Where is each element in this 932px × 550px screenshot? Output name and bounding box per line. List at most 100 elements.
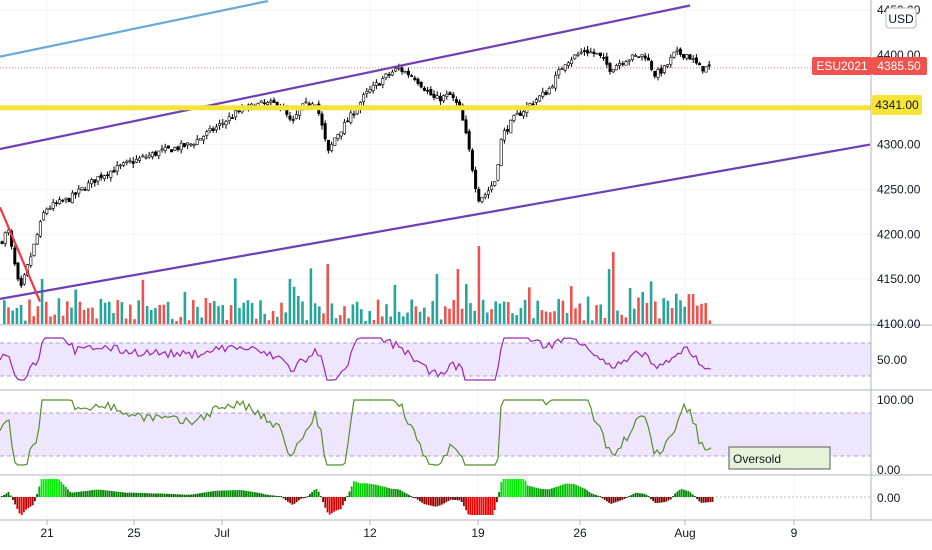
histogram-bar	[669, 497, 672, 500]
candle-body	[112, 170, 116, 173]
histogram-bar	[507, 479, 509, 497]
volume-bar	[24, 320, 27, 324]
volume-bar	[696, 305, 699, 324]
histogram-bar	[707, 497, 709, 503]
histogram-bar	[183, 494, 186, 497]
candle-body	[381, 78, 385, 85]
candle-body	[490, 185, 494, 190]
volume-bar	[431, 301, 434, 324]
volume-bar	[217, 306, 220, 324]
volume-bar	[234, 278, 237, 324]
histogram-bar	[333, 497, 335, 512]
volume-bar	[82, 309, 86, 324]
histogram-bar	[313, 489, 316, 497]
histogram-bar	[309, 493, 311, 497]
stoch-tick-top: 100.00	[877, 393, 914, 407]
candle-body	[624, 61, 628, 66]
histogram-bar	[293, 497, 296, 504]
candle-body	[445, 93, 449, 97]
candle-body	[493, 181, 497, 186]
histogram-bar	[482, 497, 485, 515]
histogram-bar	[199, 493, 201, 497]
volume-bar	[666, 300, 670, 324]
histogram-bar	[265, 494, 267, 497]
candle-body	[496, 164, 500, 181]
candle-body	[96, 176, 100, 182]
candle-body	[118, 164, 122, 167]
candle-body	[656, 69, 660, 78]
candle-body	[659, 67, 663, 74]
candle-body	[662, 65, 666, 73]
histogram-bar	[73, 492, 76, 497]
histogram-bar	[218, 490, 221, 497]
histogram-bar	[38, 486, 41, 497]
volume-bar	[708, 320, 712, 324]
volume-bar	[553, 311, 556, 324]
histogram-bar	[117, 491, 120, 497]
histogram-bar	[394, 489, 397, 497]
candle-body	[605, 56, 609, 65]
indicator-lines	[0, 337, 712, 466]
candle-body	[406, 70, 410, 76]
trend-line	[0, 4, 691, 151]
candle-body	[189, 143, 193, 146]
candle-body	[3, 232, 7, 244]
volume-bar	[250, 303, 254, 324]
histogram-bar	[188, 494, 190, 497]
histogram-bar	[227, 490, 230, 497]
candle-body	[566, 62, 570, 66]
histogram-bar	[546, 489, 549, 497]
oversold-box[interactable]	[728, 446, 831, 470]
candle-body	[573, 54, 577, 60]
candle-body	[102, 175, 106, 179]
volume-bar	[120, 302, 124, 324]
histogram-bar	[432, 497, 434, 507]
volume-bar	[523, 299, 527, 324]
histogram-bar	[452, 497, 454, 500]
histogram-bar	[214, 490, 217, 497]
candle-body	[672, 51, 676, 58]
volume-bar	[582, 320, 586, 324]
candle-body	[442, 95, 446, 102]
histogram-bar	[205, 492, 208, 497]
histogram-bar	[526, 485, 529, 497]
histogram-bar	[271, 495, 274, 497]
histogram-bar	[100, 489, 102, 497]
histogram-bar	[361, 483, 364, 497]
volume-bar	[456, 269, 460, 324]
support-tag-bg	[872, 95, 922, 115]
volume-bar	[339, 315, 342, 324]
histogram-bar	[203, 492, 206, 497]
histogram-bar	[557, 486, 560, 497]
histogram-bar	[280, 496, 283, 497]
volume-bar	[628, 288, 632, 324]
volume-bar	[116, 300, 119, 324]
histogram-bar	[430, 497, 432, 506]
histogram-bar	[421, 497, 423, 503]
currency-badge[interactable]	[885, 7, 917, 29]
volume-bar	[549, 312, 552, 324]
volume-bar	[444, 306, 447, 324]
histogram-bar	[130, 492, 133, 497]
candle-body	[618, 62, 622, 67]
histogram-bar	[551, 488, 553, 497]
histogram-bar	[544, 489, 547, 497]
volume-bar	[406, 312, 409, 324]
volume-bar	[175, 320, 178, 324]
candle-body	[320, 113, 324, 126]
histogram-bar	[434, 497, 437, 507]
histogram-bar	[122, 492, 124, 497]
histogram-bar	[135, 492, 137, 497]
volume-bar	[620, 314, 623, 324]
histogram-bar	[628, 496, 630, 497]
volume-bar	[284, 312, 287, 324]
histogram-bar	[597, 495, 599, 497]
candle-body	[86, 182, 90, 191]
histogram-bar	[339, 497, 342, 510]
volume-bar	[704, 303, 707, 324]
candle-body	[374, 82, 378, 86]
candle-body	[173, 147, 177, 151]
trend-line	[0, 0, 269, 58]
histogram-bar	[608, 497, 610, 503]
